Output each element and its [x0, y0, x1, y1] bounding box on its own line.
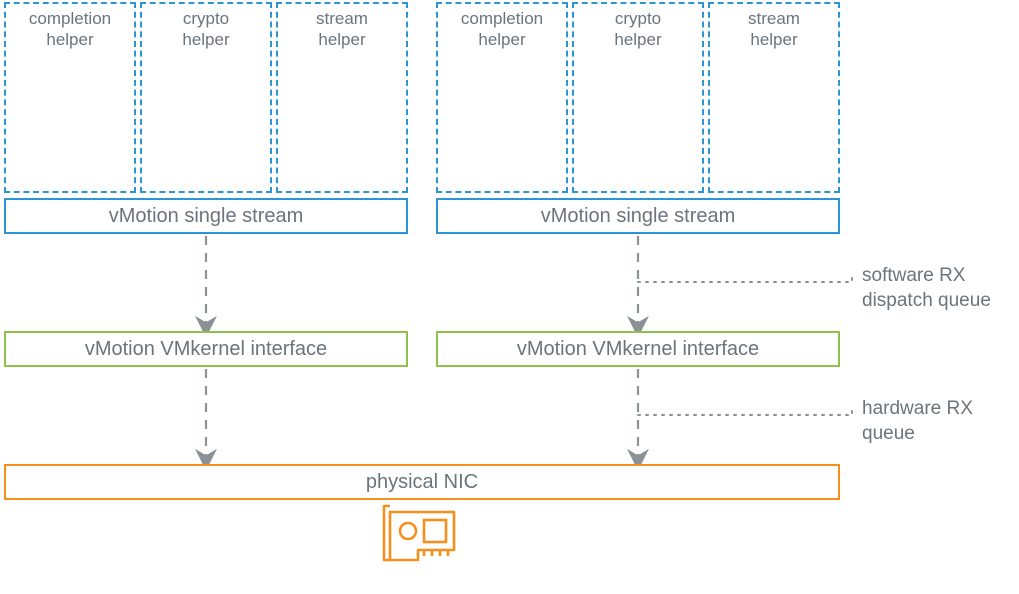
helper-box: crypto helper	[140, 2, 272, 193]
annotation-text: software RX dispatch queue	[862, 264, 991, 313]
vmotion-stream-box: vMotion single stream	[436, 198, 840, 234]
helper-label-line2: helper	[318, 30, 365, 49]
helper-box: completion helper	[436, 2, 568, 193]
helper-box: crypto helper	[572, 2, 704, 193]
helper-label: stream helper	[710, 8, 838, 51]
physical-nic-box: physical NIC	[4, 464, 840, 500]
physical-nic-label: physical NIC	[366, 471, 478, 494]
helper-label: completion helper	[438, 8, 566, 51]
helper-label: completion helper	[6, 8, 134, 51]
annotation-leader	[638, 405, 852, 415]
helper-box: stream helper	[708, 2, 840, 193]
annotation-text: hardware RX queue	[862, 397, 973, 446]
helper-label-line2: helper	[478, 30, 525, 49]
helper-label-line2: helper	[182, 30, 229, 49]
helper-label-line1: stream	[316, 9, 368, 28]
helper-label: stream helper	[278, 8, 406, 51]
vmotion-stream-label: vMotion single stream	[109, 205, 304, 228]
helper-label-line2: helper	[614, 30, 661, 49]
vmkernel-interface-box: vMotion VMkernel interface	[436, 331, 840, 367]
annotation-line2: dispatch queue	[862, 290, 991, 311]
nic-card-icon	[384, 506, 454, 560]
annotation-line1: hardware RX	[862, 398, 973, 419]
helper-label-line1: completion	[461, 9, 543, 28]
helper-label: crypto helper	[142, 8, 270, 51]
helper-label-line1: stream	[748, 9, 800, 28]
helper-label-line2: helper	[46, 30, 93, 49]
helper-label-line1: completion	[29, 9, 111, 28]
helper-label-line1: crypto	[183, 9, 229, 28]
helper-box: stream helper	[276, 2, 408, 193]
vmotion-stream-label: vMotion single stream	[541, 205, 736, 228]
vmkernel-interface-label: vMotion VMkernel interface	[85, 338, 327, 361]
annotation-leader	[638, 272, 852, 282]
vmkernel-interface-box: vMotion VMkernel interface	[4, 331, 408, 367]
helper-label-line2: helper	[750, 30, 797, 49]
annotation-line1: software RX	[862, 265, 965, 286]
vmkernel-interface-label: vMotion VMkernel interface	[517, 338, 759, 361]
vmotion-stream-box: vMotion single stream	[4, 198, 408, 234]
helper-label-line1: crypto	[615, 9, 661, 28]
annotation-line2: queue	[862, 423, 915, 444]
helper-box: completion helper	[4, 2, 136, 193]
helper-label: crypto helper	[574, 8, 702, 51]
